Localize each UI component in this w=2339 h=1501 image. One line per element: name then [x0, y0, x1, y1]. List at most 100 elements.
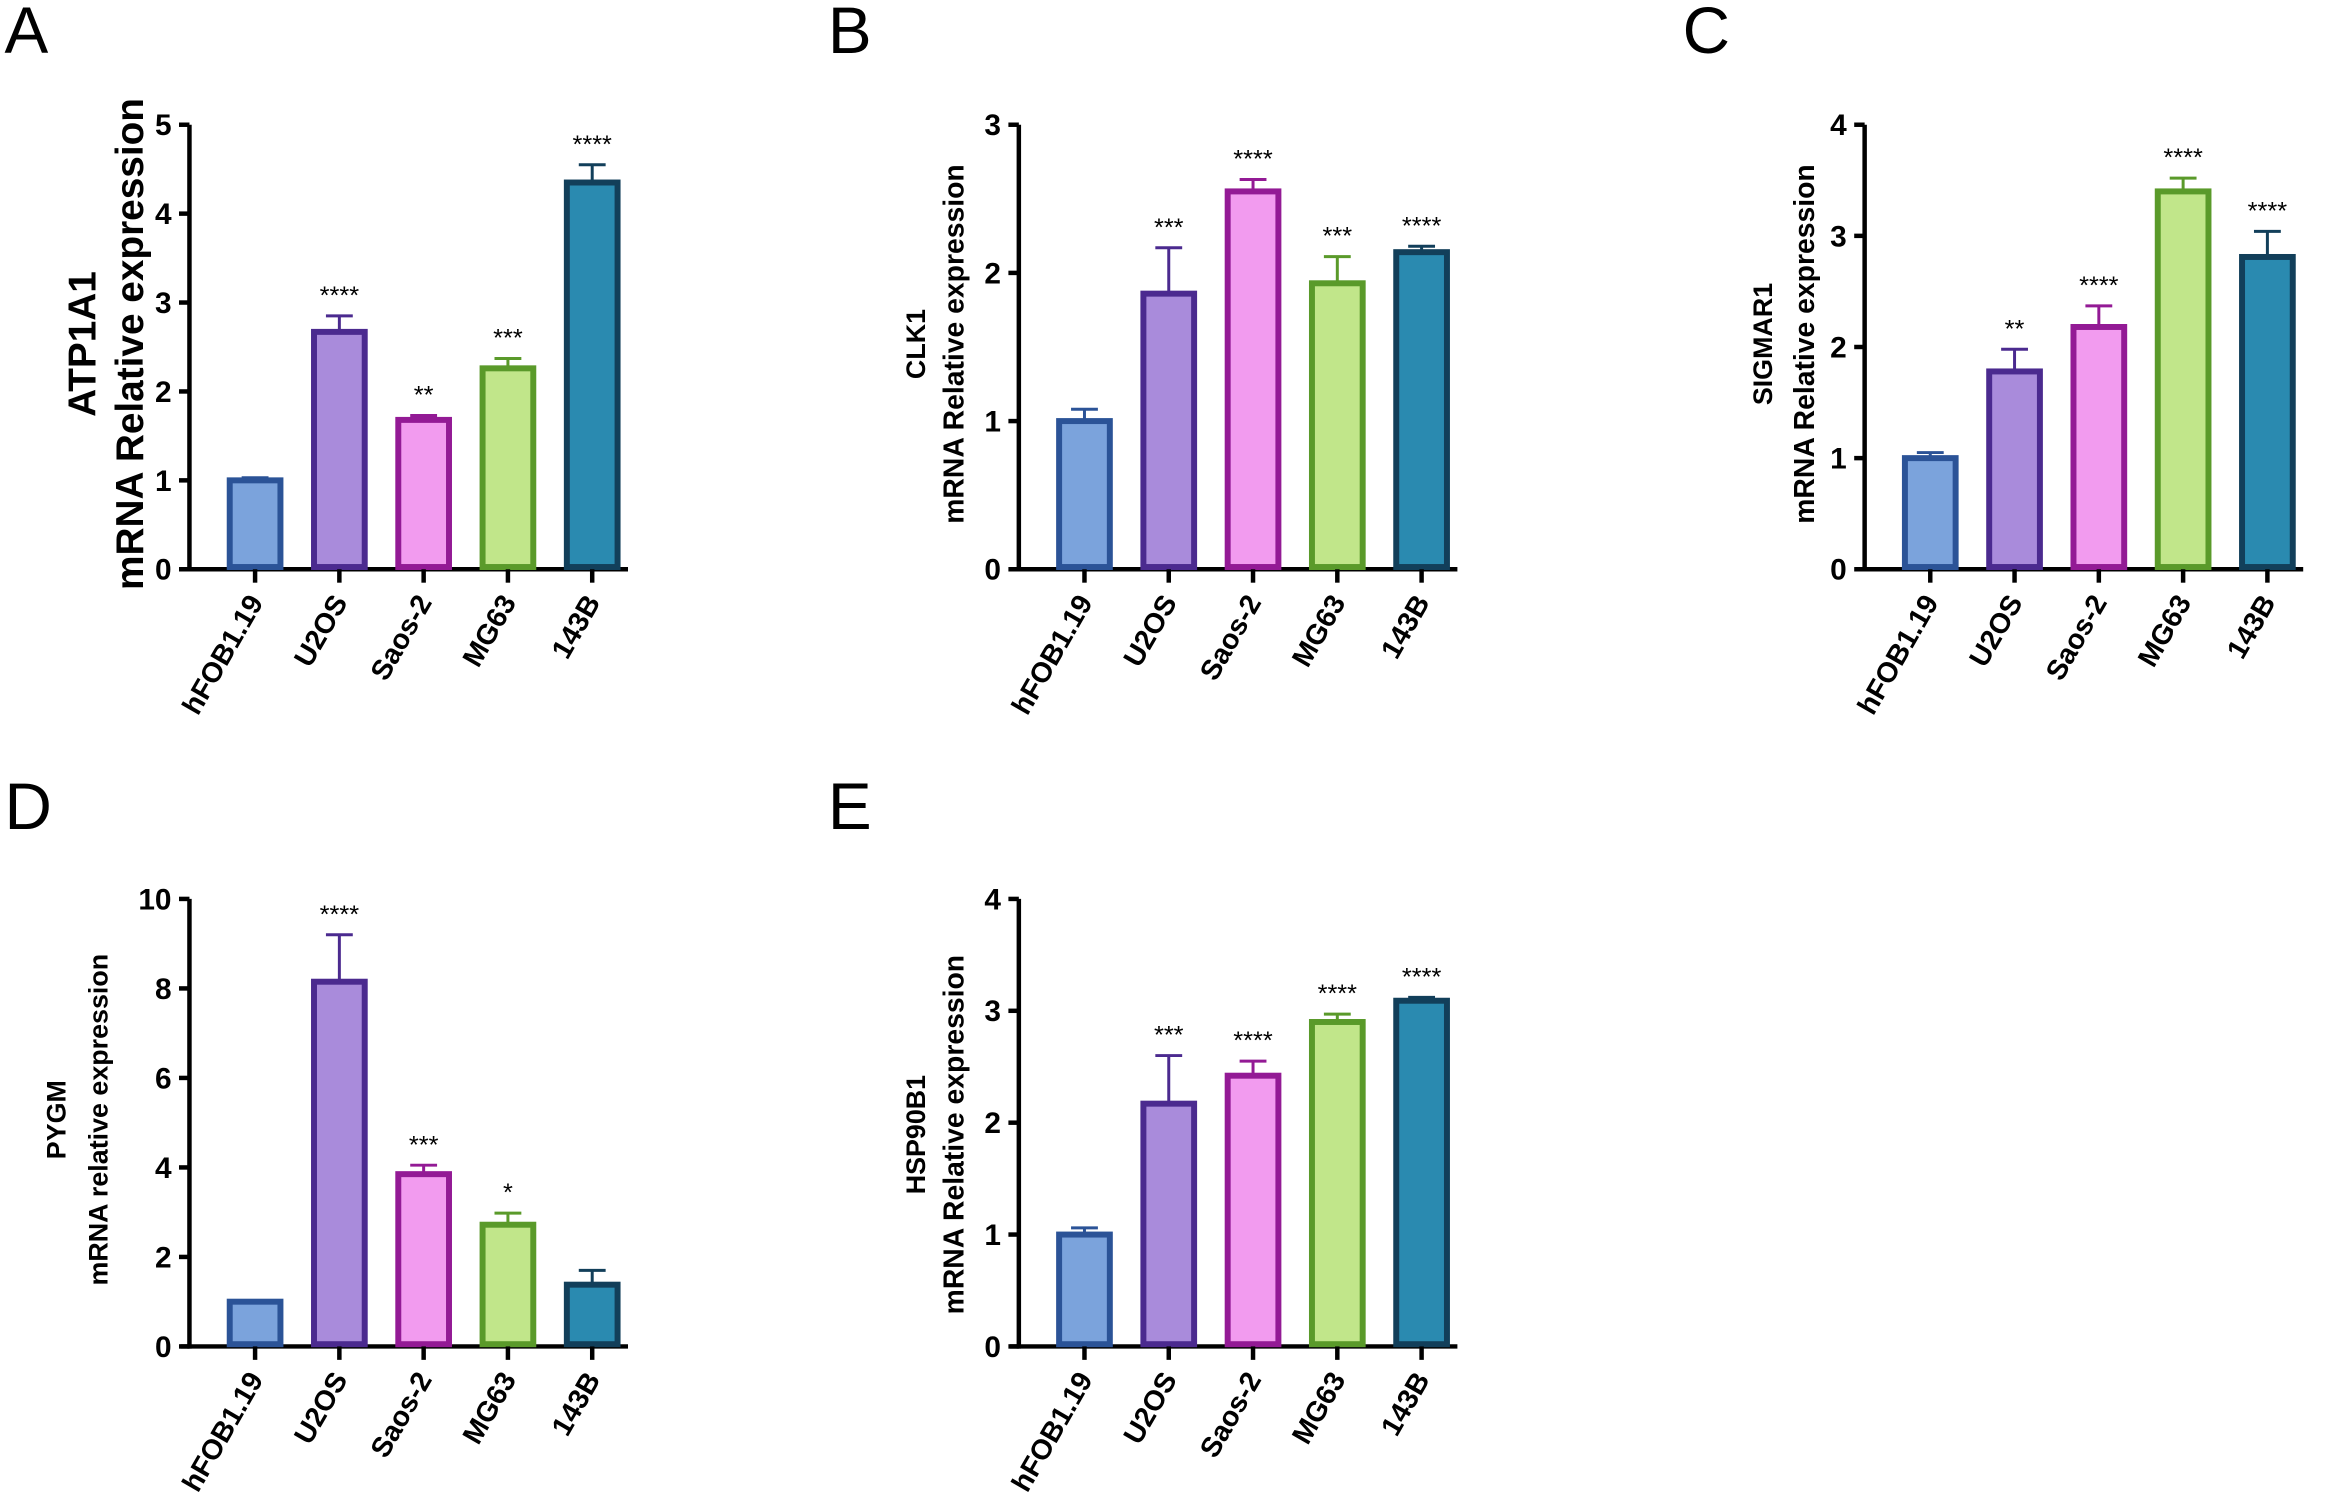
x-tick-label: Saos-2 — [364, 1367, 438, 1463]
significance-label: *** — [1154, 1022, 1184, 1050]
significance-label: **** — [572, 131, 612, 159]
bar-saos2 — [1224, 188, 1282, 571]
x-tick-label: MG63 — [1286, 590, 1352, 673]
y-axis-label: mRNA Relative expression — [1789, 164, 1821, 523]
bar-143b — [563, 179, 621, 571]
y-axis-label: mRNA relative expression — [83, 954, 113, 1286]
y-tick-label: 4 — [984, 883, 1001, 916]
y-tick-label: 1 — [1830, 443, 1847, 476]
bar-hfob119 — [226, 1298, 284, 1348]
bar-u2os — [1986, 368, 2043, 571]
y-tick-label: 2 — [1830, 331, 1847, 364]
bar-143b — [1393, 997, 1450, 1348]
y-axis-label: mRNA Relative expression — [939, 955, 971, 1314]
x-tick-label: hFOB1.19 — [1851, 590, 1945, 721]
panel-b: B 0 1 2 3 CLK1 mRNA Relative expression hFOB1.1… — [828, 0, 1458, 720]
significance-label: **** — [320, 282, 360, 310]
y-tick-label: 2 — [984, 1107, 1001, 1140]
y-tick-label: 3 — [1830, 220, 1847, 253]
y-tick-label: 10 — [138, 883, 171, 916]
y-tick-label: 6 — [155, 1062, 172, 1095]
x-tick-label: 143B — [1375, 590, 1437, 665]
significance-label: **** — [2248, 197, 2288, 225]
bar-143b — [1393, 249, 1450, 571]
significance-label: **** — [1402, 212, 1442, 240]
y-axis-label: mRNA Relative expression — [109, 98, 152, 590]
panel-letter: B — [828, 0, 872, 67]
x-tick-label: MG63 — [2132, 590, 2198, 673]
bar-saos2 — [2070, 324, 2128, 571]
bar-143b — [563, 1281, 621, 1348]
significance-label: *** — [493, 325, 523, 353]
significance-label: *** — [409, 1131, 439, 1159]
bar-mg63 — [479, 365, 537, 571]
bar-u2os — [1140, 290, 1198, 571]
bar-143b — [2239, 253, 2296, 571]
significance-label: * — [503, 1179, 513, 1207]
y-tick-label: 1 — [984, 1219, 1001, 1252]
bar-hfob119 — [1056, 1231, 1113, 1348]
significance-label: **** — [1233, 146, 1273, 174]
y-tick-label: 4 — [155, 1152, 172, 1185]
y-tick-label: 0 — [984, 554, 1001, 587]
bar-mg63 — [1308, 1019, 1366, 1348]
x-tick-label: hFOB1.19 — [1006, 590, 1100, 721]
y-tick-label: 0 — [984, 1331, 1001, 1364]
x-tick-label: hFOB1.19 — [176, 1367, 270, 1498]
significance-label: **** — [1233, 1027, 1273, 1055]
x-tick-label: U2OS — [1117, 590, 1183, 673]
significance-label: ** — [414, 382, 434, 410]
significance-label: **** — [2079, 272, 2119, 300]
panel-letter: A — [4, 0, 48, 67]
panel-letter: E — [828, 770, 872, 843]
x-tick-label: hFOB1.19 — [176, 590, 270, 721]
y-tick-label: 3 — [155, 287, 172, 320]
panel-letter: C — [1683, 0, 1730, 67]
panel-c: C 0 1 2 3 4 SIGMAR1 mRNA Relative expression hFO… — [1683, 0, 2304, 720]
x-tick-label: U2OS — [1963, 590, 2029, 673]
y-tick-label: 0 — [1830, 554, 1847, 587]
x-tick-label: MG63 — [1286, 1367, 1352, 1450]
x-tick-label: 143B — [2221, 590, 2283, 665]
y-tick-label: 1 — [984, 406, 1001, 439]
y-axis-label: SIGMAR1 — [1748, 283, 1778, 405]
x-tick-label: 143B — [546, 1367, 608, 1442]
y-axis-label: ATP1A1 — [61, 271, 104, 417]
panel-e: E 0 1 2 3 4 HSP90B1 mRNA Relative expression hFO… — [828, 770, 1458, 1497]
bar-u2os — [1140, 1100, 1198, 1348]
bar-mg63 — [479, 1221, 537, 1348]
panel-d: D 0 2 4 6 8 10 PYGM mRNA relative expression hFOB… — [4, 770, 629, 1498]
y-tick-label: 1 — [155, 465, 172, 498]
x-tick-label: Saos-2 — [1194, 590, 1268, 686]
y-axis-label: mRNA Relative expression — [939, 164, 971, 523]
y-axis-label: PYGM — [42, 1080, 72, 1159]
y-tick-label: 3 — [984, 995, 1001, 1028]
bar-u2os — [311, 978, 368, 1348]
y-tick-label: 8 — [155, 973, 172, 1006]
x-tick-label: MG63 — [457, 1367, 523, 1450]
y-tick-label: 2 — [984, 257, 1001, 290]
y-tick-label: 5 — [155, 109, 172, 142]
x-tick-label: U2OS — [288, 1367, 354, 1450]
x-tick-label: Saos-2 — [2040, 590, 2114, 686]
panel-a: A 0 1 2 3 4 5 ATP1A1 mRNA Relative expression hFO… — [4, 0, 629, 721]
x-tick-label: hFOB1.19 — [1006, 1367, 1100, 1498]
significance-label: **** — [1318, 980, 1358, 1008]
bar-u2os — [311, 328, 368, 571]
x-tick-label: 143B — [546, 590, 608, 665]
bar-mg63 — [1308, 280, 1366, 571]
y-tick-label: 4 — [155, 198, 172, 231]
significance-label: ** — [2005, 315, 2025, 343]
significance-label: **** — [1402, 963, 1442, 991]
x-tick-label: Saos-2 — [364, 590, 438, 686]
significance-label: **** — [320, 901, 360, 929]
y-tick-label: 4 — [1830, 109, 1847, 142]
y-tick-label: 0 — [155, 1331, 172, 1364]
bar-saos2 — [395, 416, 452, 571]
y-tick-label: 0 — [155, 554, 172, 587]
y-tick-label: 2 — [155, 1241, 172, 1274]
bar-saos2 — [1224, 1072, 1282, 1348]
bar-hfob119 — [226, 477, 284, 571]
bar-hfob119 — [1056, 418, 1113, 571]
